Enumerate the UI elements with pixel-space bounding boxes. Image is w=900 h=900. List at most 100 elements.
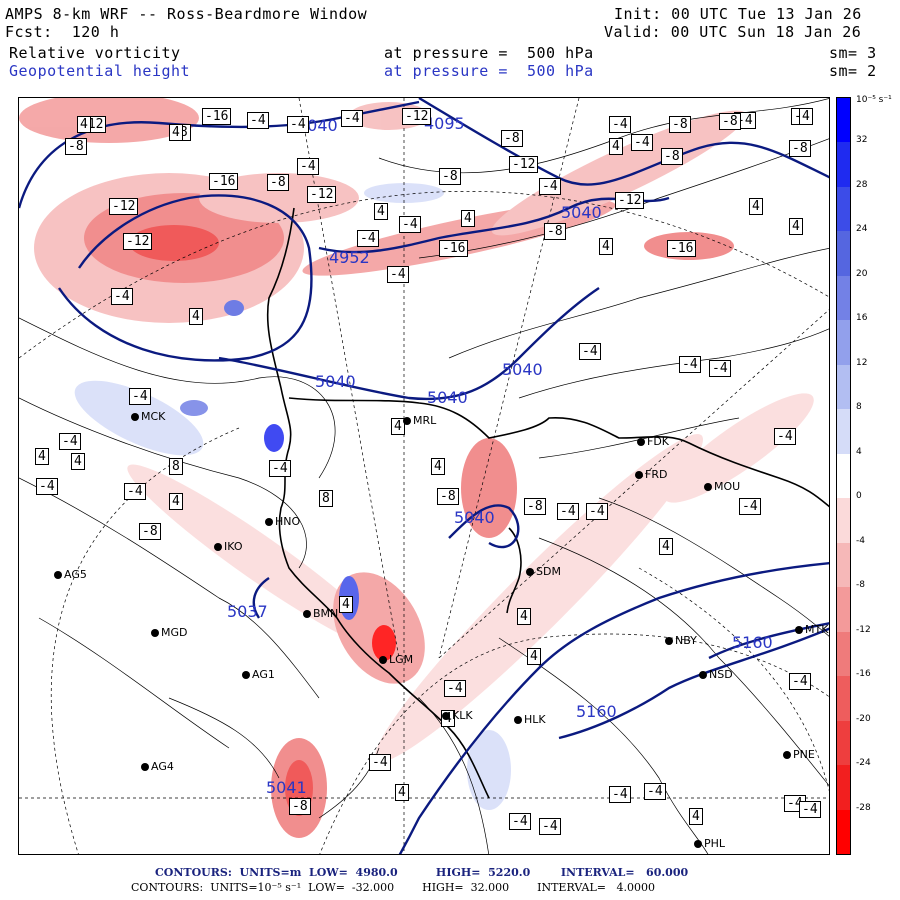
forecast-hour: Fcst: 120 h: [5, 23, 120, 41]
station-label: FRD: [645, 468, 668, 481]
colorbar-swatch: [837, 809, 850, 854]
footer-vorticity-contours: CONTOURS: UNITS=10⁻⁵ s⁻¹ LOW= -32.000 HI…: [131, 881, 655, 894]
station-marker: [442, 712, 450, 720]
vorticity-contour-label: 4: [517, 608, 531, 625]
field-height: Geopotential height: [9, 62, 191, 80]
vorticity-contour-label: -8: [501, 130, 523, 147]
station-label: BMN: [313, 607, 339, 620]
vorticity-contour-label: -16: [439, 240, 469, 257]
station-label: PHL: [704, 837, 726, 850]
vorticity-contour-label: -4: [297, 158, 319, 175]
colorbar-swatch: [837, 409, 850, 454]
vorticity-contour-label: -8: [139, 523, 161, 540]
vorticity-contour-label: 4: [659, 538, 673, 555]
colorbar-tick-label: 0: [856, 491, 862, 502]
height-label: 5040: [454, 508, 495, 527]
vorticity-contour-label: -8: [439, 168, 461, 185]
vorticity-contour-label: -4: [539, 818, 561, 835]
vorticity-contour-label: -12: [123, 233, 153, 250]
height-contours: [19, 98, 829, 854]
vorticity-contour-label: -4: [539, 178, 561, 195]
colorbar-tick-label: 28: [856, 179, 868, 190]
vorticity-contour-label: 4: [391, 418, 405, 435]
station-marker: [694, 840, 702, 848]
smoothing-vorticity: sm= 3: [829, 44, 877, 62]
station-marker: [303, 610, 311, 618]
vorticity-contour-label: -12: [509, 156, 539, 173]
station-marker: [214, 543, 222, 551]
vorticity-contour-label: -4: [789, 673, 811, 690]
station-marker: [54, 571, 62, 579]
colorbar-swatch: [837, 231, 850, 276]
station-marker: [699, 671, 707, 679]
vorticity-contour-label: -4: [369, 754, 391, 771]
colorbar-swatch: [837, 676, 850, 721]
station-marker: [403, 417, 411, 425]
station-marker: [131, 413, 139, 421]
station-marker: [242, 671, 250, 679]
station-label: AG4: [151, 760, 174, 773]
vorticity-contour-label: 4: [749, 198, 763, 215]
vorticity-contour-label: -8: [789, 140, 811, 157]
vorticity-contour-label: -4: [739, 498, 761, 515]
colorbar-swatch: [837, 98, 850, 143]
vorticity-shading: [19, 98, 814, 838]
vorticity-contour-label: -4: [129, 388, 151, 405]
colorbar-tick-label: 8: [856, 402, 862, 413]
station-label: AG5: [64, 568, 87, 581]
colorbar-swatch: [837, 542, 850, 588]
vorticity-contour-label: -4: [709, 360, 731, 377]
station-marker: [265, 518, 273, 526]
map-title: AMPS 8-km WRF -- Ross-Beardmore Window: [5, 5, 368, 23]
vorticity-contour-label: 4: [799, 108, 813, 125]
station-marker: [665, 637, 673, 645]
vorticity-contour-label: -16: [202, 108, 232, 125]
colorbar-swatch: [837, 142, 850, 187]
vorticity-contour-label: -8: [719, 113, 741, 130]
smoothing-height: sm= 2: [829, 62, 877, 80]
vorticity-contour-label: 4: [599, 238, 613, 255]
colorbar-tick-label: -12: [856, 624, 871, 635]
station-marker: [151, 629, 159, 637]
colorbar-tick-label: -4: [856, 535, 865, 546]
vorticity-contour-label: -4: [799, 801, 821, 818]
vorticity-contour-label: -16: [209, 173, 239, 190]
vorticity-contour-label: -4: [774, 428, 796, 445]
vorticity-contour-label: 4: [609, 138, 623, 155]
station-label: NSD: [709, 668, 733, 681]
vorticity-contour-label: 4: [169, 124, 183, 141]
station-label: AG1: [252, 668, 275, 681]
vorticity-contour-label: -4: [509, 813, 531, 830]
vorticity-contour-label: -12: [109, 198, 139, 215]
vorticity-contour-label: 4: [789, 218, 803, 235]
vorticity-contour-label: 4: [374, 203, 388, 220]
colorbar-tick-label: -16: [856, 669, 871, 680]
vorticity-contour-label: -4: [124, 483, 146, 500]
vorticity-contour-label: -12: [307, 186, 337, 203]
colorbar-unit: 10⁻⁵ s⁻¹: [856, 95, 892, 105]
height-label: 5040: [315, 372, 356, 391]
colorbar-tick-label: 12: [856, 357, 868, 368]
vorticity-contour-label: -12: [615, 192, 645, 209]
vorticity-contour-label: -4: [444, 680, 466, 697]
vorticity-contour-label: -4: [644, 783, 666, 800]
station-label: MCK: [141, 410, 166, 423]
vorticity-contour-label: -8: [661, 148, 683, 165]
station-label: HNO: [275, 515, 301, 528]
level-height: at pressure = 500 hPa: [384, 62, 594, 80]
vorticity-contour-label: -16: [667, 240, 697, 257]
field-vorticity: Relative vorticity: [9, 44, 181, 62]
station-label: PNE: [793, 748, 815, 761]
station-marker: [637, 438, 645, 446]
height-label: 5040: [502, 360, 543, 379]
vorticity-contour-label: 4: [689, 808, 703, 825]
colorbar-swatch: [837, 498, 850, 543]
vorticity-contour-label: -4: [387, 266, 409, 283]
valid-time: Valid: 00 UTC Sun 18 Jan 26: [604, 23, 862, 41]
station-label: SDM: [536, 565, 561, 578]
vorticity-contour-label: -4: [111, 288, 133, 305]
vorticity-contour-label: -4: [586, 503, 608, 520]
colorbar-swatch: [837, 320, 850, 365]
vorticity-contour-label: 4: [527, 648, 541, 665]
station-label: MOU: [714, 480, 741, 493]
